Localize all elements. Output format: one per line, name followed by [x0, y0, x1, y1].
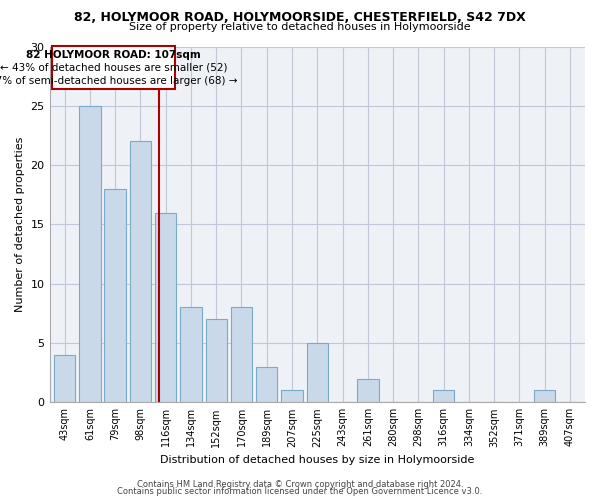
- Bar: [79, 106, 101, 403]
- Bar: [155, 212, 176, 402]
- Bar: [281, 390, 303, 402]
- FancyBboxPatch shape: [52, 46, 175, 89]
- Text: ← 43% of detached houses are smaller (52): ← 43% of detached houses are smaller (52…: [0, 63, 227, 73]
- Text: Size of property relative to detached houses in Holymoorside: Size of property relative to detached ho…: [129, 22, 471, 32]
- Y-axis label: Number of detached properties: Number of detached properties: [15, 136, 25, 312]
- Bar: [307, 343, 328, 402]
- Bar: [231, 308, 252, 402]
- Text: 57% of semi-detached houses are larger (68) →: 57% of semi-detached houses are larger (…: [0, 76, 238, 86]
- Bar: [256, 366, 277, 402]
- Bar: [104, 189, 126, 402]
- Bar: [54, 355, 76, 403]
- Bar: [180, 308, 202, 402]
- Text: Contains public sector information licensed under the Open Government Licence v3: Contains public sector information licen…: [118, 487, 482, 496]
- Text: 82 HOLYMOOR ROAD: 107sqm: 82 HOLYMOOR ROAD: 107sqm: [26, 50, 200, 60]
- Bar: [534, 390, 556, 402]
- Bar: [357, 378, 379, 402]
- X-axis label: Distribution of detached houses by size in Holymoorside: Distribution of detached houses by size …: [160, 455, 475, 465]
- Bar: [130, 142, 151, 402]
- Bar: [433, 390, 454, 402]
- Text: 82, HOLYMOOR ROAD, HOLYMOORSIDE, CHESTERFIELD, S42 7DX: 82, HOLYMOOR ROAD, HOLYMOORSIDE, CHESTER…: [74, 11, 526, 24]
- Bar: [206, 320, 227, 402]
- Text: Contains HM Land Registry data © Crown copyright and database right 2024.: Contains HM Land Registry data © Crown c…: [137, 480, 463, 489]
